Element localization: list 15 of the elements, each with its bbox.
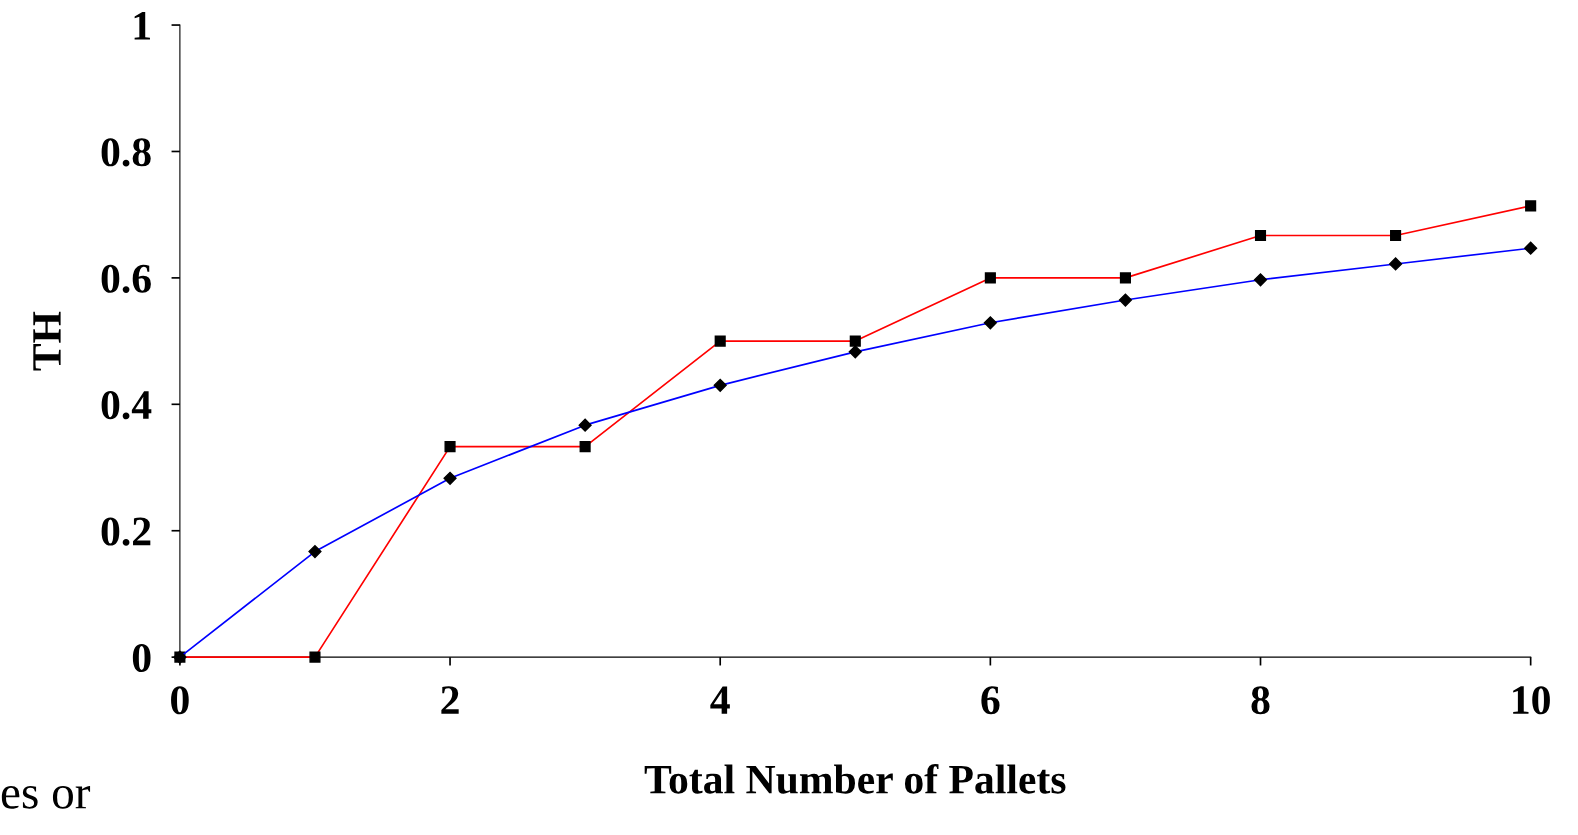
text: es or (1, 785, 91, 809)
x-tick-label: 6 (981, 686, 1000, 715)
x-tick-label: 0 (171, 686, 189, 715)
y-tick-label: 0.6 (101, 264, 151, 293)
x-tick-label: 10 (1513, 686, 1550, 715)
x-axis-title: Total Number of Pallets (644, 763, 1066, 794)
y-tick-label: 0 (132, 643, 151, 673)
y-tick-label: 1 (134, 12, 150, 40)
y-tick-label: 0.4 (101, 391, 152, 420)
y-tick-label: 0.2 (101, 517, 151, 546)
x-tick-label: 8 (1251, 686, 1270, 715)
x-tick-label: 4 (710, 686, 730, 714)
x-tick-label: 2 (441, 686, 459, 714)
y-axis-title: TH (33, 311, 61, 371)
y-tick-label: 0.8 (101, 138, 151, 167)
